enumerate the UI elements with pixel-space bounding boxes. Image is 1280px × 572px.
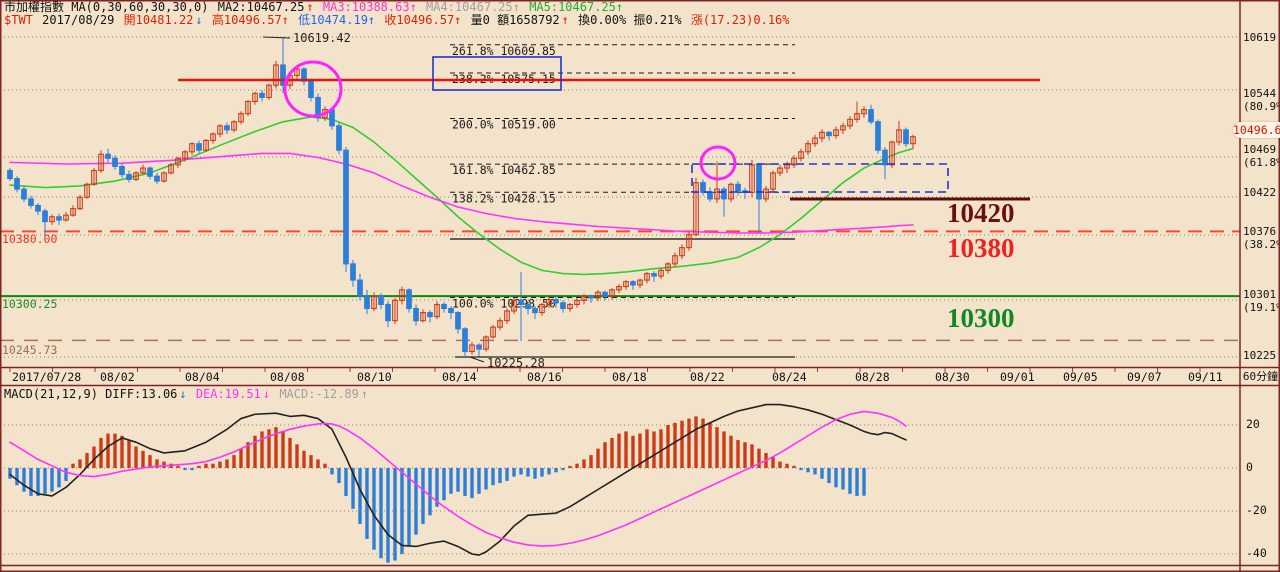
svg-text:(61.8%): (61.8%) <box>1243 156 1280 169</box>
svg-text:10225: 10225 <box>1243 349 1276 362</box>
ma-line-green <box>9 116 914 276</box>
svg-text:10376: 10376 <box>1243 225 1276 238</box>
svg-text:20: 20 <box>1246 417 1260 431</box>
last-price-tag: 10496.6 <box>1233 122 1280 138</box>
header-segment: 開10481.22 <box>123 13 194 27</box>
svg-text:09/01: 09/01 <box>1000 370 1035 384</box>
indicator-header-ma: 市加權指數 MA(0,30,60,30,30,0) MA2:10467.25 ↑ … <box>4 1 625 14</box>
fibonacci-levels: 261.8% 10609.85238.2% 10575.15200.0% 105… <box>450 44 795 311</box>
svg-text:10619: 10619 <box>1243 31 1276 44</box>
svg-text:-40: -40 <box>1246 546 1267 560</box>
header-segment: 市加權指數 MA(0,30,60,30,30,0) <box>4 0 216 14</box>
macd-lines <box>9 403 907 556</box>
header-segment: MACD:-12.89 <box>279 387 359 401</box>
header-segment: 收10496.57↑ <box>384 13 469 27</box>
svg-text:10300.25: 10300.25 <box>2 297 57 311</box>
price-gridlines <box>0 36 1240 358</box>
svg-text:-20: -20 <box>1246 503 1267 517</box>
svg-text:(38.2%): (38.2%) <box>1243 238 1280 251</box>
svg-text:08/14: 08/14 <box>442 370 477 384</box>
timeframe-label[interactable]: 60分鐘 <box>1242 370 1279 383</box>
svg-text:09/07: 09/07 <box>1127 370 1162 384</box>
svg-text:09/11: 09/11 <box>1188 370 1223 384</box>
svg-text:09/05: 09/05 <box>1063 370 1098 384</box>
svg-text:10301: 10301 <box>1243 288 1276 301</box>
svg-text:(19.1%): (19.1%) <box>1243 301 1280 314</box>
diff-line <box>9 403 907 556</box>
header-segment: $TWT <box>4 13 41 27</box>
svg-text:138.2% 10428.15: 138.2% 10428.15 <box>452 191 556 205</box>
header-segment: 高10496.57↑ <box>211 13 297 27</box>
svg-text:08/04: 08/04 <box>185 370 220 384</box>
price-ma-lines <box>9 116 914 276</box>
price-hlines-over <box>178 78 1040 201</box>
header-segment: MA3:10388.63↑ <box>322 0 425 14</box>
svg-text:10245.73: 10245.73 <box>2 343 57 357</box>
quote-header: $TWT 2017/08/29 開10481.22 ↓ 高10496.57↑ 低1… <box>4 14 792 27</box>
svg-text:08/08: 08/08 <box>270 370 305 384</box>
svg-text:100.0% 10298.50: 100.0% 10298.50 <box>452 297 556 311</box>
macd-axis: 20 0 -20 -40 <box>1246 417 1267 560</box>
date-axis: 2017/07/28 08/02 08/04 08/08 08/10 08/14 08/16… <box>9 368 1223 384</box>
svg-text:10422: 10422 <box>1243 186 1276 199</box>
highlight-boxes <box>432 56 949 193</box>
price-hlines-under <box>0 230 1240 358</box>
svg-text:10544: 10544 <box>1243 87 1276 100</box>
highlight-circles <box>283 60 737 181</box>
svg-text:10420: 10420 <box>947 198 1015 228</box>
header-segment: ↓ <box>179 387 194 401</box>
ma-line-magenta <box>9 152 914 234</box>
macd-histogram <box>8 416 866 563</box>
header-segment: ↓ <box>262 387 278 401</box>
header-segment: MA2:10467.25 <box>217 0 305 14</box>
header-segment: DEA:19.51 <box>195 387 261 401</box>
svg-text:08/18: 08/18 <box>612 370 647 384</box>
price-annotations: 10619.42 10225.28 10420 10380 10300 10380.00 1… <box>2 31 1015 370</box>
header-segment: MA5:10467.25↑ <box>529 0 624 14</box>
svg-text:261.8% 10609.85: 261.8% 10609.85 <box>452 44 556 58</box>
svg-text:08/24: 08/24 <box>772 370 807 384</box>
svg-text:10380.00: 10380.00 <box>2 232 57 246</box>
header-segment: 2017/08/29 <box>42 13 122 27</box>
consolidation-box <box>691 163 949 193</box>
header-segment: MA4:10467.25↑ <box>426 0 528 14</box>
svg-text:10300: 10300 <box>947 303 1015 333</box>
svg-text:08/10: 08/10 <box>357 370 392 384</box>
header-segment: 換0.00% 振0.21% <box>578 13 689 27</box>
header-segment: 漲(17.23)0.16% <box>690 13 790 27</box>
svg-text:0: 0 <box>1246 460 1253 474</box>
svg-text:08/02: 08/02 <box>100 370 135 384</box>
dea-line <box>9 410 907 547</box>
svg-text:10380: 10380 <box>947 233 1015 263</box>
header-segment: ↓ <box>195 13 210 27</box>
price-axis: 1061910544(80.9%)10469(61.8%)1042210376(… <box>1243 31 1280 362</box>
svg-text:08/30: 08/30 <box>935 370 970 384</box>
macd-header: MACD(21,12,9) DIFF:13.06 ↓ DEA:19.51 ↓ MAC… <box>4 388 370 401</box>
svg-text:08/16: 08/16 <box>527 370 562 384</box>
svg-text:10225.28: 10225.28 <box>487 356 545 370</box>
header-segment: ↑ <box>306 0 321 14</box>
svg-text:08/28: 08/28 <box>855 370 890 384</box>
fib-238-box <box>432 56 562 91</box>
header-segment: 量0 額1658792 <box>470 13 560 27</box>
svg-text:(80.9%): (80.9%) <box>1243 100 1280 113</box>
header-segment: ↑ <box>360 387 369 401</box>
svg-text:10619.42: 10619.42 <box>293 31 351 45</box>
header-segment: ↑ <box>561 13 577 27</box>
svg-text:2017/07/28: 2017/07/28 <box>12 370 81 384</box>
svg-text:08/22: 08/22 <box>690 370 725 384</box>
svg-text:161.8% 10462.85: 161.8% 10462.85 <box>452 163 556 177</box>
header-segment: MACD(21,12,9) DIFF:13.06 <box>4 387 178 401</box>
svg-text:10469: 10469 <box>1243 143 1276 156</box>
svg-text:200.0% 10519.00: 200.0% 10519.00 <box>452 118 556 132</box>
header-segment: 低10474.19↑ <box>298 13 383 27</box>
